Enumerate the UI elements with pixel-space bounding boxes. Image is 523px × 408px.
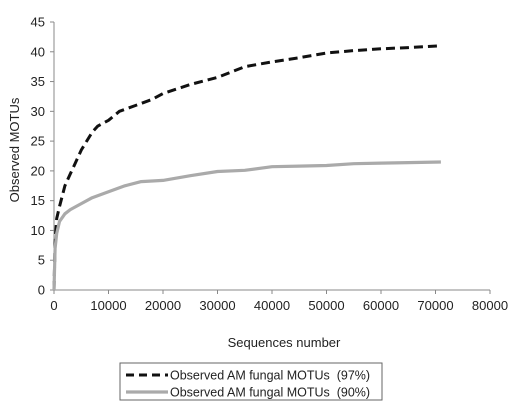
- y-tick-label: 0: [38, 283, 45, 298]
- y-tick-label: 45: [31, 15, 45, 30]
- x-tick-label: 0: [50, 298, 57, 313]
- x-tick-label: 50000: [308, 298, 344, 313]
- x-axis-title: Sequences number: [228, 335, 341, 350]
- y-axis-title: Observed MOTUs: [7, 97, 22, 202]
- y-tick-label: 40: [31, 44, 45, 59]
- series-line-0: [52, 44, 441, 291]
- x-tick-label: 70000: [417, 298, 453, 313]
- y-tick-label: 25: [31, 134, 45, 149]
- series-lines: [52, 44, 441, 291]
- x-tick-label: 30000: [199, 298, 235, 313]
- y-tick-label: 35: [31, 74, 45, 89]
- x-tick-label: 40000: [254, 298, 290, 313]
- y-tick-label: 10: [31, 223, 45, 238]
- y-tick-label: 20: [31, 163, 45, 178]
- legend-label-90: Observed AM fungal MOTUs (90%): [170, 386, 370, 400]
- y-tick-label: 30: [31, 104, 45, 119]
- x-tick-label: 60000: [363, 298, 399, 313]
- x-tick-label: 10000: [90, 298, 126, 313]
- y-tick-label: 15: [31, 193, 45, 208]
- legend: Observed AM fungal MOTUs (97%) Observed …: [119, 362, 383, 401]
- x-tick-label: 20000: [145, 298, 181, 313]
- x-tick-label: 80000: [472, 298, 508, 313]
- tick-labels: 0 5 10 15 20 25 30 35 40 45 0 10000 20000 30000 40000 5…: [31, 15, 509, 314]
- axes: [53, 22, 490, 291]
- series-line-1: [52, 160, 441, 291]
- legend-box: [119, 362, 383, 401]
- legend-label-97: Observed AM fungal MOTUs (97%): [170, 369, 370, 383]
- y-tick-label: 5: [38, 253, 45, 268]
